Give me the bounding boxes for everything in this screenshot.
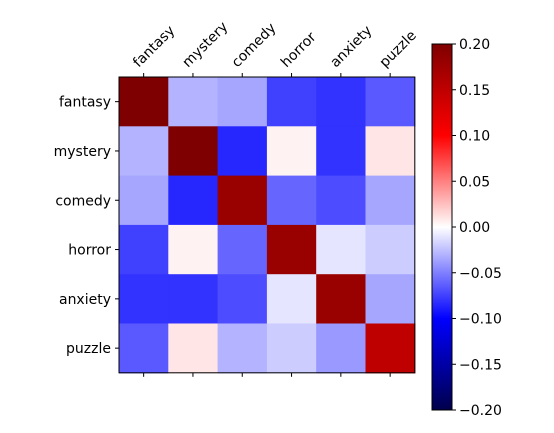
heatmap-cell-puzzle-puzzle [365,323,416,374]
heatmap-cell-mystery-puzzle [365,126,416,177]
heatmap-cell-comedy-anxiety [316,175,367,226]
heatmap-cell-anxiety-anxiety [316,274,367,325]
heatmap-cell-puzzle-mystery [168,323,219,374]
x-tick-label: comedy [229,20,280,71]
colorbar-tick-label: −0.20 [459,403,502,419]
heatmap-cell-mystery-mystery [168,126,219,177]
heatmap-cell-fantasy-mystery [168,77,219,127]
colorbar-tick-label: −0.10 [459,312,502,328]
heatmap-cells [119,77,416,374]
x-tick-label: anxiety [327,23,375,71]
heatmap-cell-fantasy-horror [266,77,317,127]
colorbar-tick-label: 0.00 [459,220,490,236]
colorbar-tick-label: 0.10 [459,129,490,145]
colorbar-tick-label: 0.05 [459,174,490,190]
y-tick-label: mystery [54,144,111,160]
heatmap-cell-horror-horror [266,224,317,275]
y-tick-label: puzzle [66,341,111,357]
colorbar [431,43,453,411]
heatmap-cell-comedy-horror [266,175,317,226]
plot-frame [118,76,416,374]
x-tick-label: puzzle [377,28,420,71]
y-tick-label: fantasy [59,95,111,111]
heatmap-cell-anxiety-mystery [168,274,219,325]
colorbar-tick-label: −0.15 [459,357,502,373]
heatmap-cell-anxiety-fantasy [119,274,169,325]
heatmap-cell-fantasy-comedy [217,77,268,127]
heatmap-cell-fantasy-anxiety [316,77,367,127]
heatmap-cell-puzzle-fantasy [119,323,169,374]
heatmap-cell-horror-comedy [217,224,268,275]
heatmap-cell-puzzle-comedy [217,323,268,374]
heatmap-cell-anxiety-horror [266,274,317,325]
colorbar-ticks: 0.20 0.15 0.10 0.05 0.00 −0.05 −0.10 −0.15 −0.20 [452,37,502,419]
heatmap-cell-horror-mystery [168,224,219,275]
y-tick-label: anxiety [59,292,111,308]
x-tick-label: fantasy [130,23,178,71]
heatmap-cell-horror-anxiety [316,224,367,275]
heatmap-cell-mystery-fantasy [119,126,169,177]
heatmap-cell-comedy-fantasy [119,175,169,226]
heatmap-cell-anxiety-comedy [217,274,268,325]
heatmap-cell-horror-puzzle [365,224,416,275]
heatmap-cell-mystery-comedy [217,126,268,177]
heatmap-cell-mystery-horror [266,126,317,177]
heatmap-cell-mystery-anxiety [316,126,367,177]
x-tick-label: horror [278,29,320,71]
heatmap-cell-puzzle-horror [266,323,317,374]
y-tick-label: horror [68,243,111,259]
heatmap-cell-puzzle-anxiety [316,323,367,374]
heatmap-cell-anxiety-puzzle [365,274,416,325]
y-tick-label: comedy [55,193,111,209]
x-tick-label: mystery [179,19,231,71]
y-axis-ticks: fantasy mystery comedy horror anxiety puzzle [54,95,119,357]
heatmap-cell-horror-fantasy [119,224,169,275]
colorbar-tick-label: 0.15 [459,83,490,99]
colorbar-tick-label: −0.05 [459,266,502,282]
heatmap-cell-comedy-puzzle [365,175,416,226]
heatmap-cell-comedy-comedy [217,175,268,226]
heatmap-cell-fantasy-puzzle [365,77,416,127]
heatmap-cell-comedy-mystery [168,175,219,226]
heatmap-cell-fantasy-fantasy [119,77,169,127]
colorbar-tick-label: 0.20 [459,37,490,53]
